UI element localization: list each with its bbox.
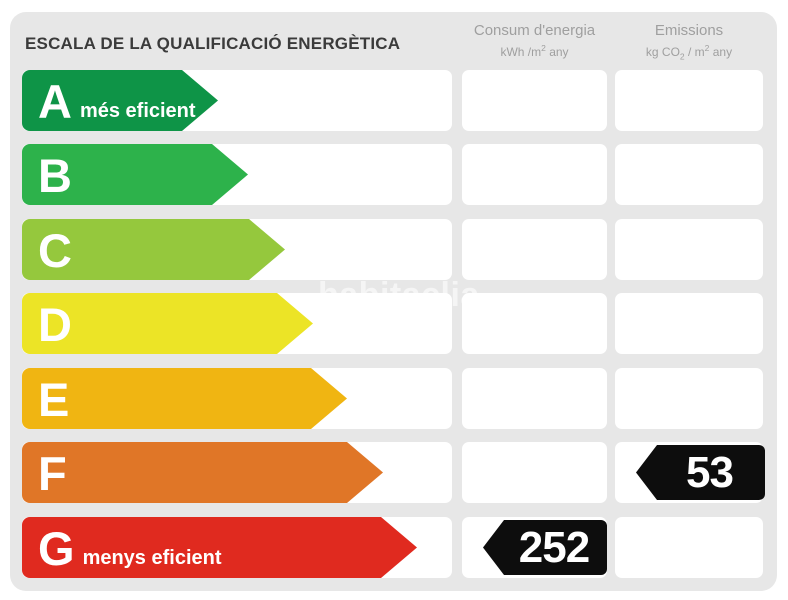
scale-cell: G menys eficient (22, 517, 452, 578)
consum-value-badge: 252 (483, 520, 607, 575)
grade-letter: B (38, 149, 71, 203)
grade-letter: E (38, 373, 69, 427)
emissions-value-badge: 53 (636, 445, 765, 500)
rating-row-f: F 53 (22, 442, 765, 503)
rating-arrow-b: B (22, 144, 248, 205)
consum-cell (462, 442, 607, 503)
emissions-cell (615, 219, 763, 280)
grade-letter: D (38, 298, 71, 352)
emissions-cell (615, 368, 763, 429)
grade-letter: G (38, 522, 74, 576)
consum-cell (462, 144, 607, 205)
emissions-cell (615, 144, 763, 205)
rating-arrow-a: A més eficient (22, 70, 218, 131)
rating-row-a: A més eficient (22, 70, 763, 131)
emissions-header-units: kg CO2 / m2 any (645, 43, 733, 62)
rating-arrow-g: G menys eficient (22, 517, 417, 578)
consum-value: 252 (518, 522, 590, 572)
grade-letter: F (38, 447, 66, 501)
column-header-emissions: Emissions kg CO2 / m2 any (605, 22, 773, 61)
grade-label: més eficient (79, 100, 196, 122)
emissions-header-label: Emissions (654, 22, 724, 39)
consum-cell (462, 70, 607, 131)
grade-letter: C (38, 224, 71, 278)
consum-cell: 252 (462, 517, 607, 578)
grade-letter: A (38, 75, 71, 129)
rating-arrow-f: F (22, 442, 383, 503)
emissions-cell: 53 (615, 442, 765, 503)
rating-arrow-d: D (22, 293, 313, 354)
consum-cell (462, 293, 607, 354)
column-header-consum: Consum d'energia kWh /m2 any (452, 22, 617, 59)
emissions-cell (615, 517, 763, 578)
scale-cell: E (22, 368, 452, 429)
rating-arrow-e: E (22, 368, 347, 429)
rating-row-e: E (22, 368, 763, 429)
scale-cell: C (22, 219, 452, 280)
scale-cell: A més eficient (22, 70, 452, 131)
emissions-value: 53 (686, 447, 734, 497)
grade-label: menys eficient (82, 547, 222, 569)
emissions-cell (615, 70, 763, 131)
consum-header-label: Consum d'energia (473, 22, 596, 39)
scale-cell: B (22, 144, 452, 205)
page-title: ESCALA DE LA QUALIFICACIÓ ENERGÈTICA (25, 34, 401, 53)
rating-row-g: G menys eficient 252 (22, 517, 763, 578)
consum-header-units: kWh /m2 any (500, 43, 569, 59)
scale-cell: D (22, 293, 452, 354)
rating-row-c: C (22, 219, 763, 280)
emissions-cell (615, 293, 763, 354)
consum-cell (462, 368, 607, 429)
rating-arrow-c: C (22, 219, 285, 280)
energy-rating-card: ESCALA DE LA QUALIFICACIÓ ENERGÈTICA Con… (10, 12, 777, 591)
scale-cell: F (22, 442, 452, 503)
consum-cell (462, 219, 607, 280)
rating-row-d: D (22, 293, 763, 354)
rating-row-b: B (22, 144, 763, 205)
